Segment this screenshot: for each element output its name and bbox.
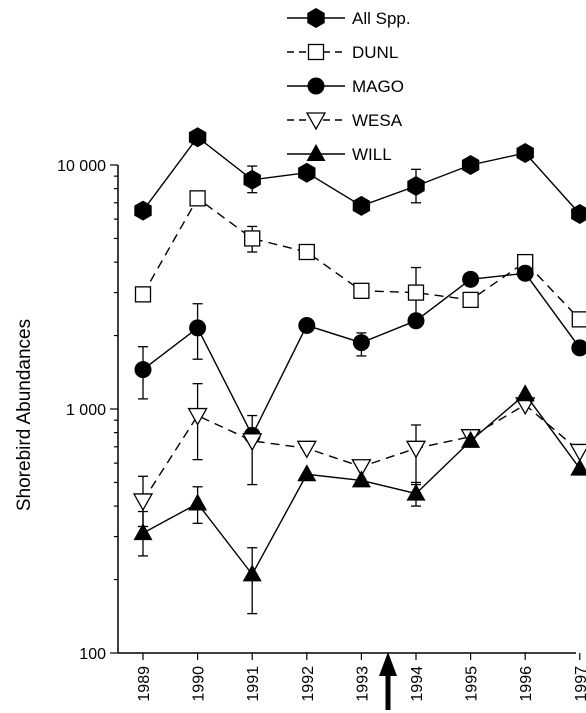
- legend-item-will: WILL: [287, 144, 392, 164]
- legend-label: MAGO: [352, 77, 404, 96]
- legend-item-mago: MAGO: [287, 77, 404, 96]
- legend-label: DUNL: [352, 43, 398, 62]
- legend-marker-mago: [307, 77, 325, 95]
- x-tick-label: 1994: [409, 666, 426, 702]
- legend-label: All Spp.: [352, 9, 411, 28]
- data-point-all-spp: [134, 200, 152, 221]
- data-point-dunl: [353, 282, 370, 299]
- legend-marker-dunl: [307, 43, 325, 61]
- data-point-wesa: [569, 443, 586, 462]
- data-point-will: [515, 384, 535, 402]
- annotation-arrow: [379, 652, 397, 710]
- series-will: [133, 384, 586, 615]
- y-ticks: 100 1 000 10 000: [57, 158, 118, 663]
- data-point-dunl: [571, 311, 586, 328]
- data-point-dunl: [134, 286, 152, 303]
- data-point-all-spp: [243, 169, 261, 190]
- x-tick-label: 1997: [573, 666, 586, 702]
- x-tick-label: 1995: [464, 666, 481, 702]
- data-point-mago: [571, 339, 586, 357]
- data-point-dunl: [244, 230, 261, 247]
- x-tick-label: 1996: [518, 666, 535, 702]
- data-point-mago: [189, 319, 207, 337]
- data-point-dunl: [462, 291, 479, 309]
- data-point-all-spp: [516, 143, 534, 163]
- x-tick-label: 1989: [136, 666, 153, 702]
- series-group: [132, 127, 586, 615]
- data-point-wesa: [351, 459, 372, 478]
- series-all-spp: [134, 127, 586, 224]
- data-point-wesa: [187, 407, 208, 426]
- data-point-will: [406, 483, 426, 501]
- legend: All Spp. DUNL MAGO WESA WILL: [287, 8, 411, 164]
- annotation-arrow-head: [379, 652, 397, 676]
- legend-item-wesa: WESA: [287, 111, 403, 131]
- data-point-wesa: [405, 440, 427, 459]
- legend-marker-wesa: [305, 112, 327, 131]
- data-point-wesa: [296, 440, 317, 459]
- data-point-mago: [462, 270, 480, 288]
- data-point-wesa: [242, 433, 263, 452]
- data-point-all-spp: [352, 195, 371, 216]
- data-point-dunl: [407, 284, 425, 301]
- data-point-all-spp: [188, 127, 207, 148]
- x-tick-label: 1993: [354, 666, 371, 702]
- data-point-wesa: [132, 493, 154, 512]
- data-point-will: [351, 470, 371, 488]
- data-point-mago: [352, 334, 370, 352]
- data-point-will: [570, 458, 586, 476]
- y-tick-label: 100: [79, 646, 106, 663]
- x-tick-label: 1992: [300, 666, 317, 702]
- axes: Shorebird Abundances: [14, 165, 576, 654]
- data-point-dunl: [298, 243, 315, 261]
- data-point-dunl: [189, 190, 206, 207]
- x-ticks: 1989 1990 1991 1992 1993 1994 1995 1996 1997: [136, 653, 586, 702]
- series-mago: [134, 264, 586, 444]
- y-tick-label: 10 000: [57, 158, 106, 175]
- data-point-all-spp: [571, 204, 586, 224]
- data-point-all-spp: [461, 155, 480, 175]
- x-tick-label: 1990: [191, 666, 208, 702]
- data-point-will: [461, 430, 481, 448]
- data-point-mago: [298, 316, 316, 334]
- data-point-all-spp: [298, 162, 316, 183]
- data-point-mago: [516, 264, 534, 282]
- legend-label: WILL: [352, 145, 392, 164]
- data-point-will: [133, 523, 153, 541]
- data-point-all-spp: [407, 176, 425, 196]
- legend-marker-will: [306, 144, 326, 161]
- y-axis-label: Shorebird Abundances: [14, 319, 35, 511]
- data-point-will: [188, 493, 208, 511]
- data-point-mago: [407, 312, 425, 330]
- y-tick-label: 1 000: [66, 402, 106, 419]
- series-line-dunl: [142, 197, 581, 320]
- data-point-mago: [134, 361, 152, 379]
- legend-label: WESA: [352, 111, 403, 130]
- data-point-will: [297, 464, 317, 482]
- data-point-will: [242, 564, 262, 582]
- legend-item-dunl: DUNL: [287, 43, 398, 62]
- legend-marker-all-spp: [307, 8, 325, 28]
- x-tick-label: 1991: [245, 666, 262, 702]
- legend-item-all-spp: All Spp.: [287, 8, 411, 28]
